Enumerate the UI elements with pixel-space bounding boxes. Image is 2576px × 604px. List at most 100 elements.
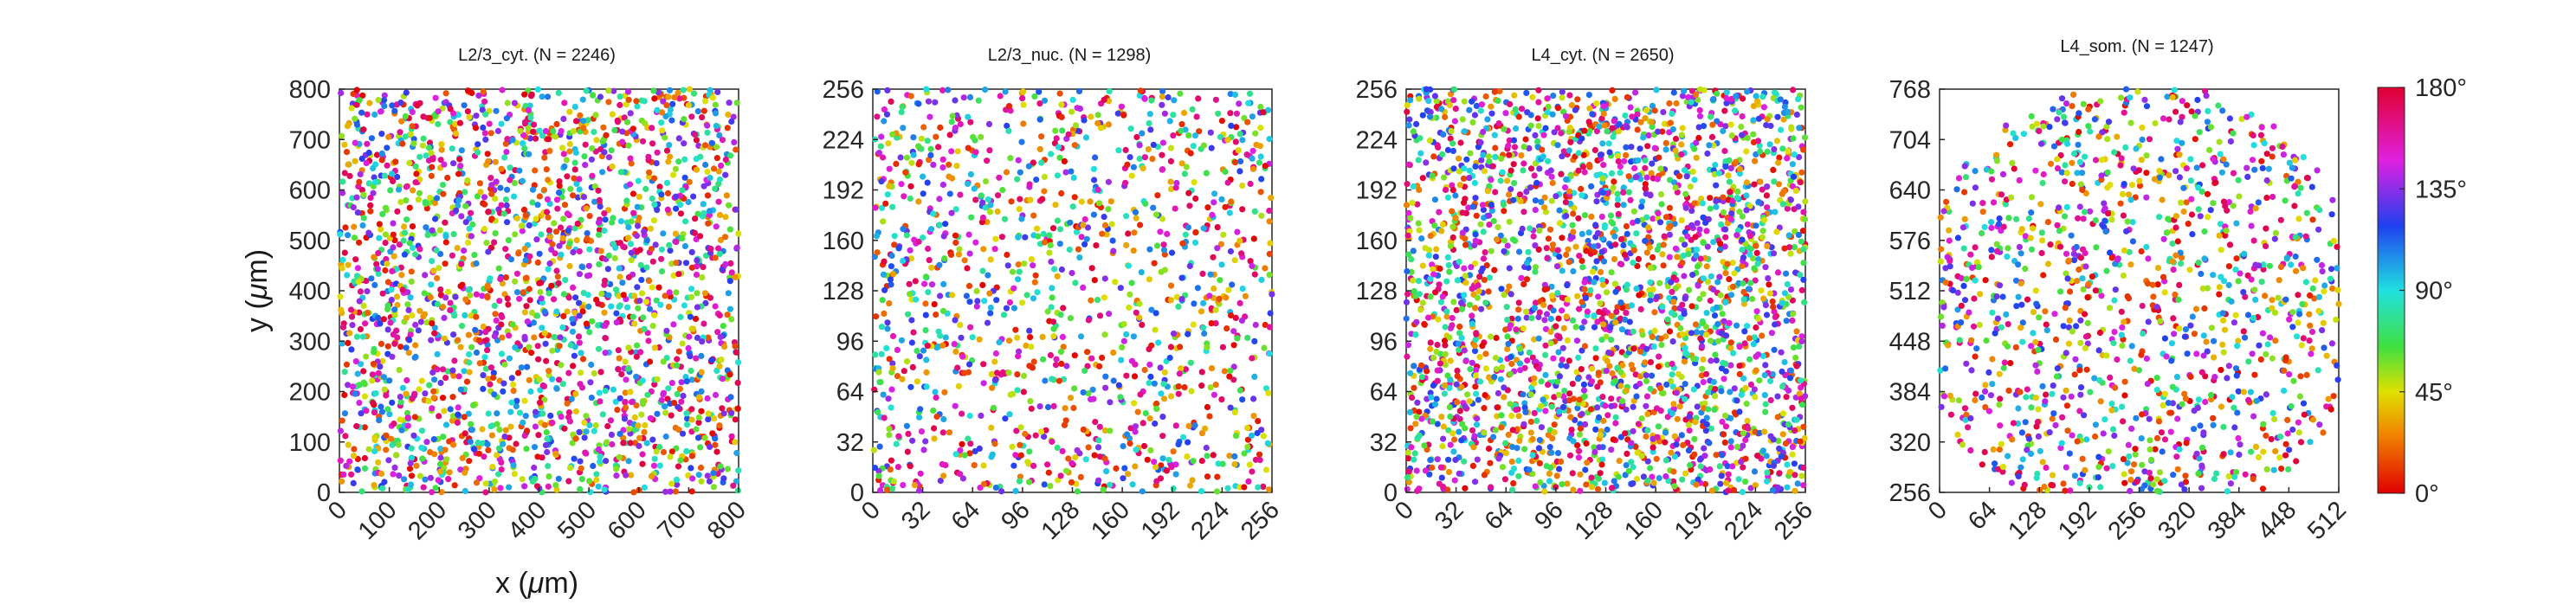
data-point [447,406,454,413]
data-point [1065,131,1072,138]
data-point [1080,222,1087,228]
data-point [441,335,448,342]
data-point [1198,369,1205,376]
data-point [452,293,459,300]
data-point [356,298,363,305]
data-point [1227,247,1234,255]
data-point [920,190,926,197]
data-point [1009,268,1017,275]
data-point [595,219,603,226]
data-point [965,231,972,238]
data-point [493,107,500,114]
data-point [532,135,539,142]
data-point [1643,174,1650,181]
data-point [364,140,371,147]
data-point [1228,122,1235,129]
data-point [462,312,468,318]
data-point [1633,475,1640,483]
data-point [1656,474,1662,482]
data-point [569,316,576,323]
data-point [439,304,447,311]
data-point [605,207,612,214]
data-point [1535,87,1542,93]
data-point [440,190,447,197]
data-point [663,327,670,334]
data-point [695,414,702,421]
data-point [1482,350,1489,357]
data-point [1005,103,1013,110]
data-point [927,145,934,152]
data-point [425,145,433,151]
data-point [1714,320,1721,328]
data-point [365,229,372,236]
data-point [602,388,609,395]
data-point [1022,234,1029,241]
data-point [899,103,906,110]
data-point [422,476,429,483]
y-tick-label: 0 [850,479,864,507]
data-point [555,190,563,196]
data-point [1194,285,1201,292]
data-point [1173,179,1180,187]
data-point [939,307,947,314]
data-point [697,444,704,451]
data-point [1126,304,1133,312]
data-point [416,472,423,479]
data-point [1095,437,1102,444]
data-point [1100,486,1107,493]
data-point [1764,478,1771,485]
data-point [625,96,632,103]
data-point [931,435,938,442]
data-point [536,376,543,383]
data-point [603,458,610,465]
data-point [701,434,708,441]
data-point [1727,339,1734,346]
data-point [419,455,426,462]
data-point [1007,155,1014,162]
data-point [1506,218,1513,225]
data-point [1170,448,1177,455]
data-point [1501,208,1508,215]
data-point [584,230,591,237]
data-point [1781,358,1788,366]
data-point [1616,458,1623,465]
data-point [405,306,412,313]
data-point [949,112,956,119]
data-point [707,87,713,93]
data-point [715,198,722,205]
data-point [1581,343,1589,350]
data-point [663,147,671,154]
data-point [700,320,707,327]
data-point [650,87,657,94]
data-point [1185,331,1191,337]
data-point [371,178,378,186]
y-axis-label: y (μm) [241,249,274,332]
data-point [1474,415,1481,422]
data-point [1495,404,1501,411]
data-point [1525,248,1532,255]
data-point [915,198,922,205]
data-point [366,100,373,106]
data-point [510,193,518,200]
data-point [544,209,551,215]
data-point [431,324,438,331]
data-point [459,454,466,462]
data-point [952,125,959,132]
data-point [1010,305,1017,312]
data-point [358,109,365,116]
data-point [959,410,965,417]
data-point [549,419,556,427]
data-point [1010,462,1017,469]
data-point [899,376,906,382]
data-point [720,410,727,417]
data-point [1617,434,1624,440]
data-point [391,107,398,114]
data-point [705,220,712,227]
data-point [456,156,463,163]
data-point [882,200,889,207]
data-point [1559,235,1566,241]
data-point [720,323,726,330]
data-point [583,450,590,457]
data-point [976,336,983,343]
data-point [665,385,672,392]
